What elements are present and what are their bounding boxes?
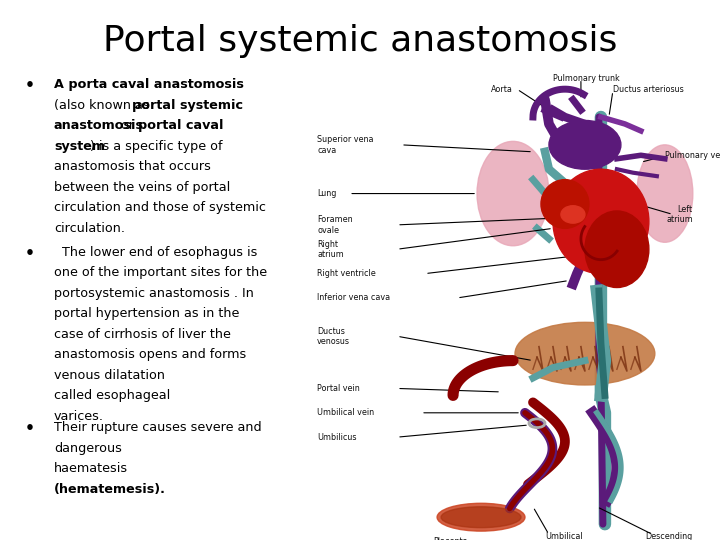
Text: circulation and those of systemic: circulation and those of systemic (54, 201, 266, 214)
Text: Portal vein: Portal vein (318, 384, 360, 393)
Ellipse shape (515, 322, 655, 385)
Ellipse shape (437, 503, 525, 531)
Text: case of cirrhosis of liver the: case of cirrhosis of liver the (54, 328, 231, 341)
Text: Umbilical vein: Umbilical vein (318, 408, 374, 417)
Text: anastomosis: anastomosis (54, 119, 144, 132)
Ellipse shape (553, 169, 649, 274)
Text: •: • (25, 78, 35, 93)
Text: Their rupture causes severe and: Their rupture causes severe and (54, 421, 261, 434)
Text: Pulmonary veins: Pulmonary veins (665, 151, 720, 160)
Text: circulation.: circulation. (54, 222, 125, 235)
Text: Aorta: Aorta (491, 85, 513, 93)
Text: portal systemic: portal systemic (132, 99, 243, 112)
Text: portosystemic anastomosis . In: portosystemic anastomosis . In (54, 287, 254, 300)
Text: called esophageal: called esophageal (54, 389, 170, 402)
Text: Left
atrium: Left atrium (666, 205, 693, 224)
Text: Right
atrium: Right atrium (318, 240, 344, 259)
Text: system: system (54, 140, 105, 153)
Text: anastomosis that occurs: anastomosis that occurs (54, 160, 211, 173)
Text: between the veins of portal: between the veins of portal (54, 181, 230, 194)
Text: (also known as: (also known as (54, 99, 153, 112)
Text: A porta caval anastomosis: A porta caval anastomosis (54, 78, 244, 91)
Text: or: or (117, 119, 138, 132)
Text: Right ventricle: Right ventricle (318, 269, 376, 278)
Ellipse shape (637, 145, 693, 242)
Text: Superior vena
cava: Superior vena cava (318, 135, 374, 154)
Text: Placenta: Placenta (433, 537, 468, 540)
Text: Portal systemic anastomosis: Portal systemic anastomosis (103, 24, 617, 58)
Text: (hematemesis).: (hematemesis). (54, 483, 166, 496)
Text: varices.: varices. (54, 410, 104, 423)
Text: anastomosis opens and forms: anastomosis opens and forms (54, 348, 246, 361)
Ellipse shape (477, 141, 549, 246)
Ellipse shape (541, 180, 589, 228)
Text: portal caval: portal caval (138, 119, 223, 132)
Text: venous dilatation: venous dilatation (54, 369, 165, 382)
Text: Lung: Lung (318, 189, 336, 198)
Text: Umbilical
arteries: Umbilical arteries (545, 532, 582, 540)
Text: Ductus arteriosus: Ductus arteriosus (613, 85, 684, 93)
Text: Foramen
ovale: Foramen ovale (318, 215, 353, 234)
Text: Ductus
venosus: Ductus venosus (318, 327, 350, 346)
Text: •: • (25, 421, 35, 436)
Text: dangerous: dangerous (54, 442, 122, 455)
Text: Inferior vena cava: Inferior vena cava (318, 293, 390, 302)
Text: Descending
aorta: Descending aorta (645, 532, 692, 540)
Text: Umbilicus: Umbilicus (318, 433, 356, 442)
Text: haematesis: haematesis (54, 462, 128, 475)
Text: The lower end of esophagus is: The lower end of esophagus is (54, 246, 257, 259)
Ellipse shape (585, 211, 649, 287)
Ellipse shape (561, 206, 585, 223)
Text: portal hypertension as in the: portal hypertension as in the (54, 307, 239, 320)
Text: ) is a specific type of: ) is a specific type of (90, 140, 222, 153)
Text: Pulmonary trunk: Pulmonary trunk (553, 74, 620, 83)
Text: •: • (25, 246, 35, 261)
Ellipse shape (549, 120, 621, 169)
Ellipse shape (441, 507, 521, 528)
Text: one of the important sites for the: one of the important sites for the (54, 266, 267, 279)
